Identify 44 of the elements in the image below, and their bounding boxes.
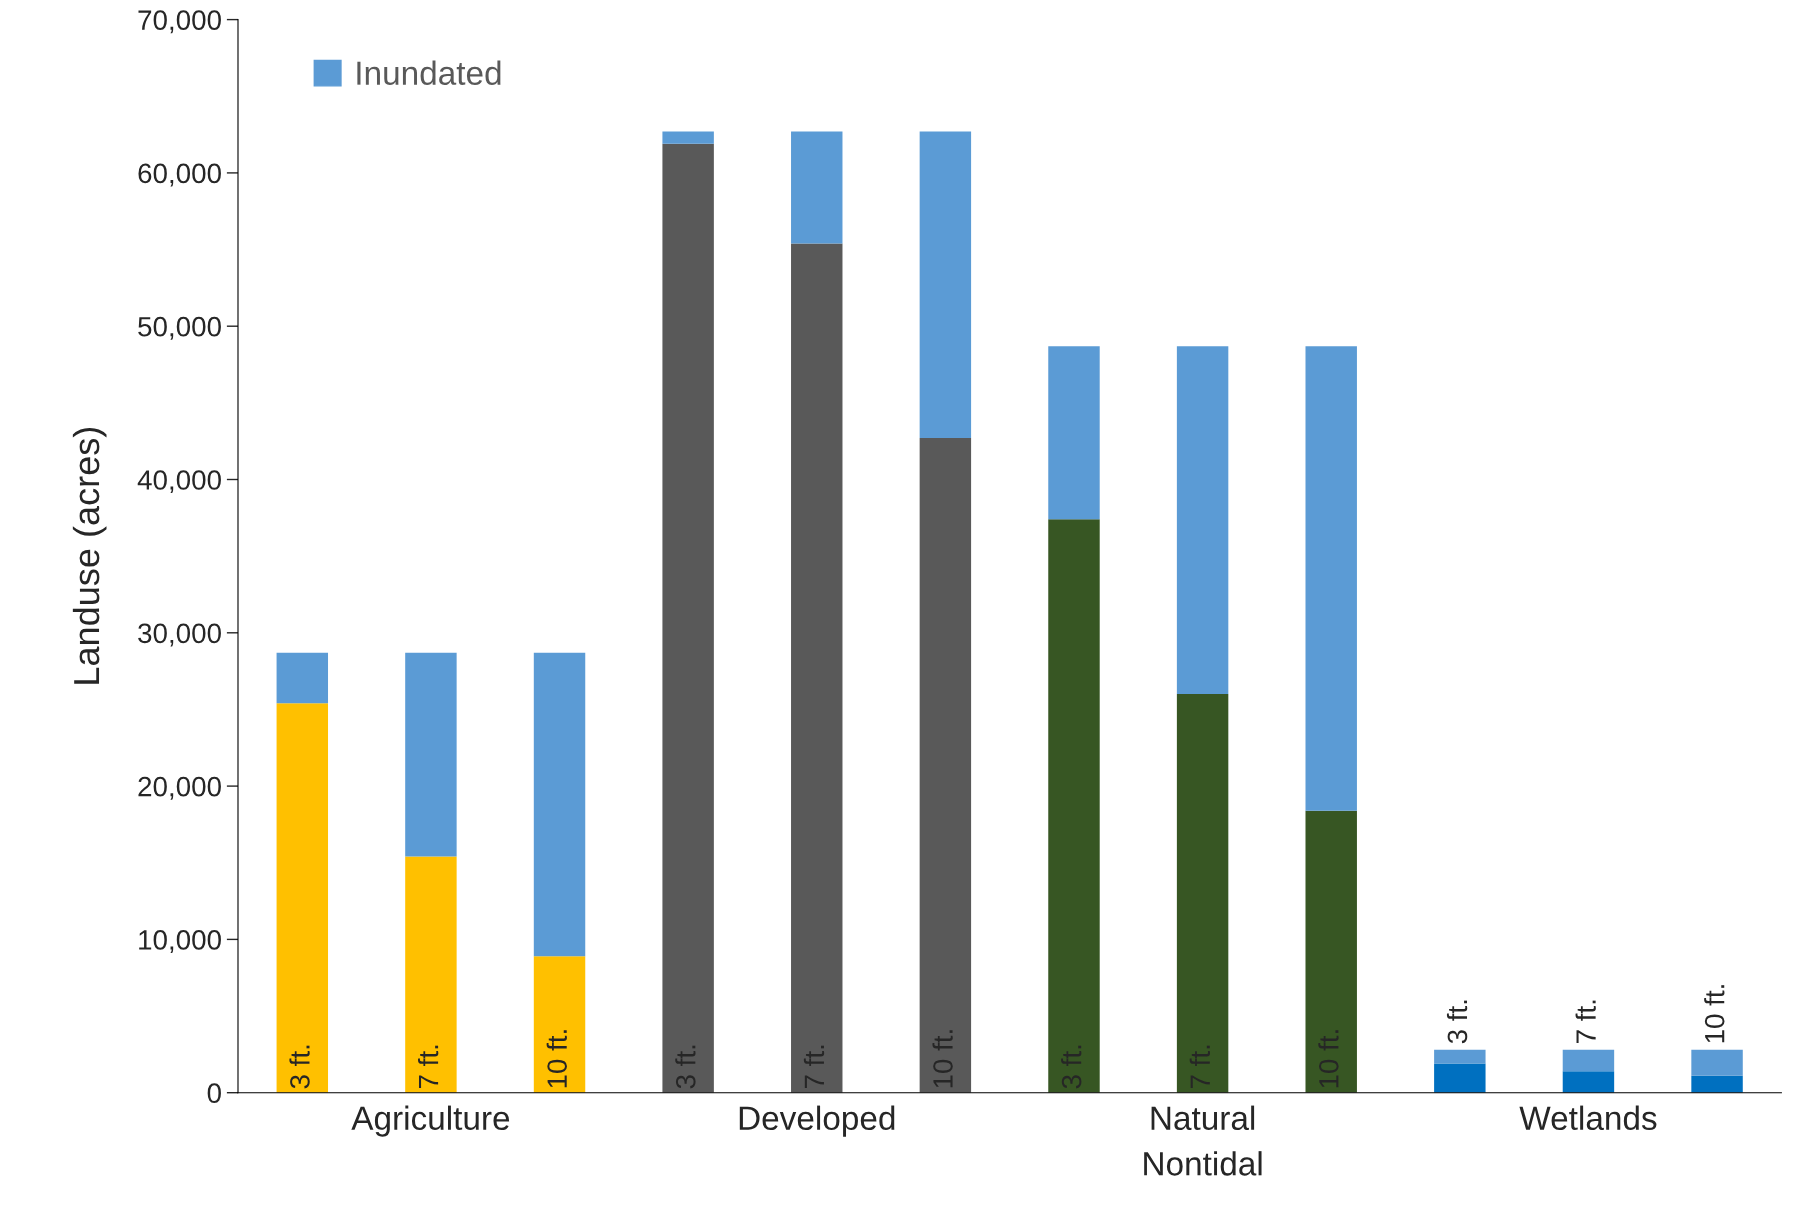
- y-tick-label: 40,000: [137, 470, 221, 494]
- bar: [276, 703, 329, 1093]
- bar: [405, 652, 457, 857]
- text: Agriculture: [351, 1105, 510, 1137]
- bar: [1305, 810, 1357, 1093]
- bar: [1562, 1071, 1615, 1093]
- bar: [1434, 1063, 1486, 1093]
- bar: [1305, 346, 1357, 811]
- bar: [919, 438, 972, 1093]
- bar: [533, 956, 586, 1093]
- y-tick-label: 70,000: [138, 10, 221, 34]
- bar: [791, 243, 843, 1093]
- annotation: 3 ft.: [289, 1045, 310, 1089]
- bar: [1048, 346, 1100, 520]
- y-tick-label: 60,000: [138, 163, 221, 187]
- y-tick-label: 10,000: [139, 930, 221, 954]
- text: Natural Nontidal: [1144, 1105, 1262, 1176]
- annotation: 3 ft.: [1446, 1000, 1468, 1044]
- bar: [919, 131, 972, 439]
- y-tick-label: 50,000: [138, 316, 221, 340]
- text: Developed: [739, 1105, 895, 1137]
- bar: [1434, 1049, 1486, 1064]
- legend-label: Inundated: [357, 60, 501, 85]
- y-tick-label: 20,000: [138, 776, 221, 800]
- bar: [662, 131, 714, 144]
- bar: [1176, 346, 1229, 695]
- text: Wetlands: [1519, 1105, 1657, 1131]
- bar: [533, 652, 586, 957]
- annotation: 7 ft.: [418, 1045, 439, 1089]
- bar: [662, 143, 714, 1093]
- y-axis-title: Landuse (acres): [72, 427, 107, 684]
- bar: [276, 652, 329, 704]
- bar: [1691, 1049, 1743, 1076]
- bar: [791, 131, 843, 244]
- y-tick-label: 0: [207, 1083, 221, 1104]
- bar: [405, 856, 457, 1093]
- annotation: 10 ft.: [1704, 985, 1725, 1043]
- bar: [1562, 1049, 1615, 1072]
- bar: [1176, 694, 1229, 1093]
- y-tick-label: 30,000: [138, 623, 221, 647]
- annotation: 10 ft.: [546, 1030, 567, 1088]
- bar: [1691, 1075, 1743, 1093]
- bar: [1048, 519, 1100, 1093]
- annotation: 7 ft.: [1575, 1000, 1596, 1043]
